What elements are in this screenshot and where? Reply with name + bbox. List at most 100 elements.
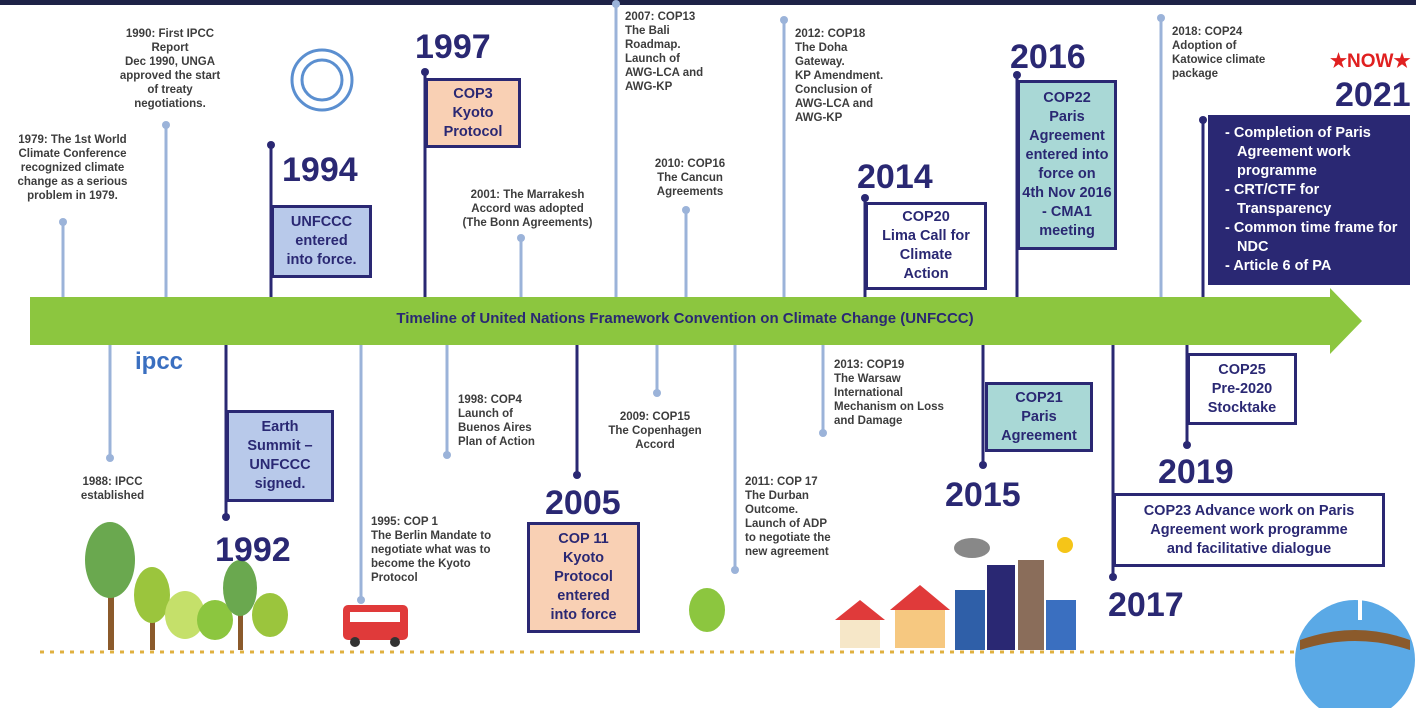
note-line: 1998: COP4 xyxy=(458,393,568,407)
box-line: COP23 Advance work on Paris xyxy=(1116,502,1382,521)
box-line: COP22 xyxy=(1020,89,1114,108)
note-line: The Bali xyxy=(625,24,735,38)
stem-dot xyxy=(517,234,525,242)
box-line: and facilitative dialogue xyxy=(1116,540,1382,559)
note-line: Climate Conference xyxy=(5,147,140,161)
note-line: 1988: IPCC xyxy=(60,475,165,489)
box-line: Action xyxy=(868,265,984,284)
note-line: Adoption of xyxy=(1172,39,1292,53)
note-line: Roadmap. xyxy=(625,38,735,52)
year-label: 1994 xyxy=(282,153,358,187)
box-line: Climate xyxy=(868,246,984,265)
note-line: Launch of xyxy=(458,407,568,421)
box-line: Kyoto xyxy=(530,549,637,568)
year-label: 2005 xyxy=(545,486,621,520)
year-label: 2014 xyxy=(857,160,933,194)
note-line: Katowice climate xyxy=(1172,53,1292,67)
note-line: 2012: COP18 xyxy=(795,27,905,41)
box-line: Protocol xyxy=(530,568,637,587)
box-item: - Common time frame for NDC xyxy=(1225,219,1399,257)
note-line: Conclusion of xyxy=(795,83,905,97)
box-line: meeting xyxy=(1020,222,1114,241)
box-line: Agreement xyxy=(1020,127,1114,146)
note-line: 2007: COP13 xyxy=(625,10,735,24)
stem-dot xyxy=(573,471,581,479)
note-line: Plan of Action xyxy=(458,435,568,449)
stem-dot xyxy=(1199,116,1207,124)
note-line: 1995: COP 1 xyxy=(371,515,521,529)
note: 1990: First IPCCReportDec 1990, UNGAappr… xyxy=(105,27,235,111)
note-line: Launch of xyxy=(625,52,735,66)
note-line: recognized climate xyxy=(5,161,140,175)
note-line: The Copenhagen xyxy=(595,424,715,438)
box-line: COP20 xyxy=(868,208,984,227)
year-label: 2017 xyxy=(1108,588,1184,622)
un-logo xyxy=(292,50,352,110)
stem-dot xyxy=(222,513,230,521)
note-line: AWG-LCA and xyxy=(625,66,735,80)
note: 1998: COP4Launch ofBuenos AiresPlan of A… xyxy=(458,393,568,449)
stem-dot xyxy=(357,596,365,604)
timeline-infographic: Timeline of United Nations Framework Con… xyxy=(0,0,1416,708)
box-line: Agreement work programme xyxy=(1116,521,1382,540)
box-line: Pre-2020 xyxy=(1190,380,1294,399)
stem-dot xyxy=(682,206,690,214)
note-line: Gateway. xyxy=(795,55,905,69)
note: 1979: The 1st WorldClimate Conferencerec… xyxy=(5,133,140,203)
box-item: - Article 6 of PA xyxy=(1225,257,1399,276)
box-line: Agreement xyxy=(988,427,1090,446)
stem-dot xyxy=(979,461,987,469)
stem-dot xyxy=(1109,573,1117,581)
note-line: Report xyxy=(105,41,235,55)
note-line: KP Amendment. xyxy=(795,69,905,83)
box-line: Paris xyxy=(988,408,1090,427)
note: 2011: COP 17The DurbanOutcome.Launch of … xyxy=(745,475,865,559)
stem-dot xyxy=(1157,14,1165,22)
note-line: Dec 1990, UNGA xyxy=(105,55,235,69)
box-line: UNFCCC xyxy=(229,456,331,475)
year-label: 1992 xyxy=(215,533,291,567)
box-line: COP21 xyxy=(988,389,1090,408)
note-line: Accord was adopted xyxy=(450,202,605,216)
note-line: The Warsaw xyxy=(834,372,964,386)
box-line: into force. xyxy=(274,251,369,270)
note: 1995: COP 1The Berlin Mandate tonegotiat… xyxy=(371,515,521,585)
box-line: force on xyxy=(1020,165,1114,184)
stem-dot xyxy=(1183,441,1191,449)
stem-dot xyxy=(819,429,827,437)
year-label: 2015 xyxy=(945,478,1021,512)
box-line: COP 11 xyxy=(530,530,637,549)
note-line: (The Bonn Agreements) xyxy=(450,216,605,230)
note-line: Outcome. xyxy=(745,503,865,517)
year-label: 2016 xyxy=(1010,40,1086,74)
note-line: 2001: The Marrakesh xyxy=(450,188,605,202)
note: 2001: The MarrakeshAccord was adopted(Th… xyxy=(450,188,605,230)
box-line: entered xyxy=(530,587,637,606)
stem-dot xyxy=(421,68,429,76)
stem-dot xyxy=(780,16,788,24)
now-badge: ★NOW★ xyxy=(1330,50,1411,73)
note-line: The Cancun xyxy=(640,171,740,185)
houses xyxy=(835,585,950,648)
box-line: entered xyxy=(274,232,369,251)
box-line: COP3 xyxy=(428,85,518,104)
note-line: The Durban xyxy=(745,489,865,503)
stem-dot xyxy=(106,454,114,462)
stem-dot xyxy=(59,218,67,226)
stem-dot xyxy=(612,0,620,8)
box-line: Summit – xyxy=(229,437,331,456)
city xyxy=(954,537,1076,650)
note-line: negotiate what was to xyxy=(371,543,521,557)
year-label: 2019 xyxy=(1158,455,1234,489)
note-line: Buenos Aires xyxy=(458,421,568,435)
box-line: Protocol xyxy=(428,123,518,142)
note-line: Launch of ADP xyxy=(745,517,865,531)
box-line: Earth xyxy=(229,418,331,437)
stem-dot xyxy=(267,141,275,149)
note-line: The Berlin Mandate to xyxy=(371,529,521,543)
